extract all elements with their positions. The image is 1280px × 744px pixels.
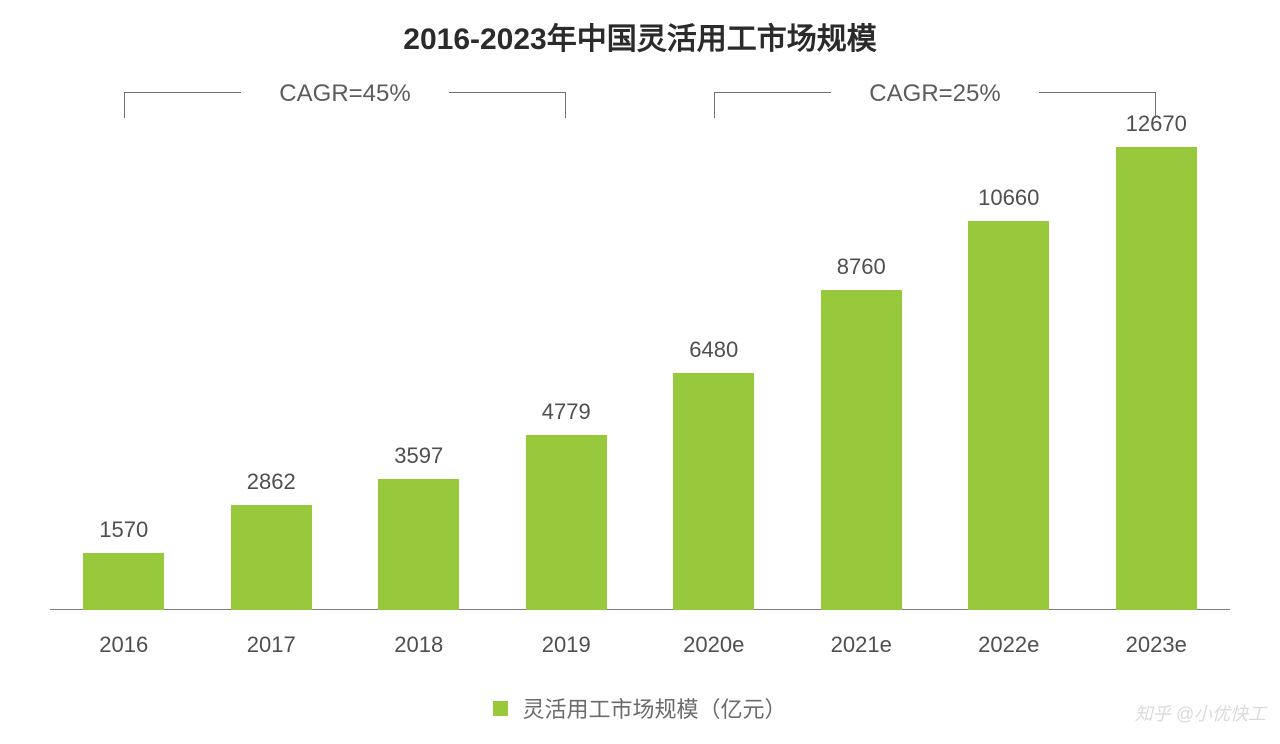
cagr-bracket xyxy=(1039,92,1157,93)
chart-title: 2016-2023年中国灵活用工市场规模 xyxy=(0,14,1280,58)
legend-text: 灵活用工市场规模（亿元） xyxy=(523,692,787,724)
bar xyxy=(673,373,754,610)
cagr-bracket xyxy=(714,92,832,93)
x-axis-label: 2021e xyxy=(831,632,892,658)
bar-value-label: 6480 xyxy=(689,337,738,363)
x-axis-label: 2020e xyxy=(683,632,744,658)
bar-value-label: 10660 xyxy=(978,185,1039,211)
bar-value-label: 3597 xyxy=(394,443,443,469)
bar xyxy=(968,221,1049,611)
cagr-label: CAGR=25% xyxy=(869,80,1000,108)
bar-value-label: 4779 xyxy=(542,399,591,425)
legend-swatch xyxy=(493,701,508,716)
bar xyxy=(821,290,902,610)
cagr-bracket xyxy=(449,92,567,93)
x-axis-label: 2017 xyxy=(247,632,296,658)
bar xyxy=(231,505,312,610)
chart-root: 2016-2023年中国灵活用工市场规模 1570 2862 3597 4779 648… xyxy=(0,0,1280,744)
bar-value-label: 8760 xyxy=(837,254,886,280)
x-axis-baseline xyxy=(50,609,1230,610)
cagr-label: CAGR=45% xyxy=(279,80,410,108)
bar-value-label: 1570 xyxy=(99,517,148,543)
x-axis-label: 2023e xyxy=(1126,632,1187,658)
bar-value-label: 12670 xyxy=(1126,111,1187,137)
bar xyxy=(378,479,459,610)
plot-area: 1570286235974779648087601066012670 xyxy=(50,135,1230,610)
watermark: 知乎 @小优快工 xyxy=(1135,700,1266,726)
x-axis-label: 2016 xyxy=(99,632,148,658)
x-axis-label: 2022e xyxy=(978,632,1039,658)
bar-value-label: 2862 xyxy=(247,469,296,495)
bar xyxy=(83,553,164,610)
x-axis-label: 2018 xyxy=(394,632,443,658)
x-axis-label: 2019 xyxy=(542,632,591,658)
legend: 灵活用工市场规模（亿元） xyxy=(0,692,1280,724)
bar xyxy=(1116,147,1197,610)
cagr-bracket xyxy=(124,92,242,93)
bar xyxy=(526,435,607,610)
